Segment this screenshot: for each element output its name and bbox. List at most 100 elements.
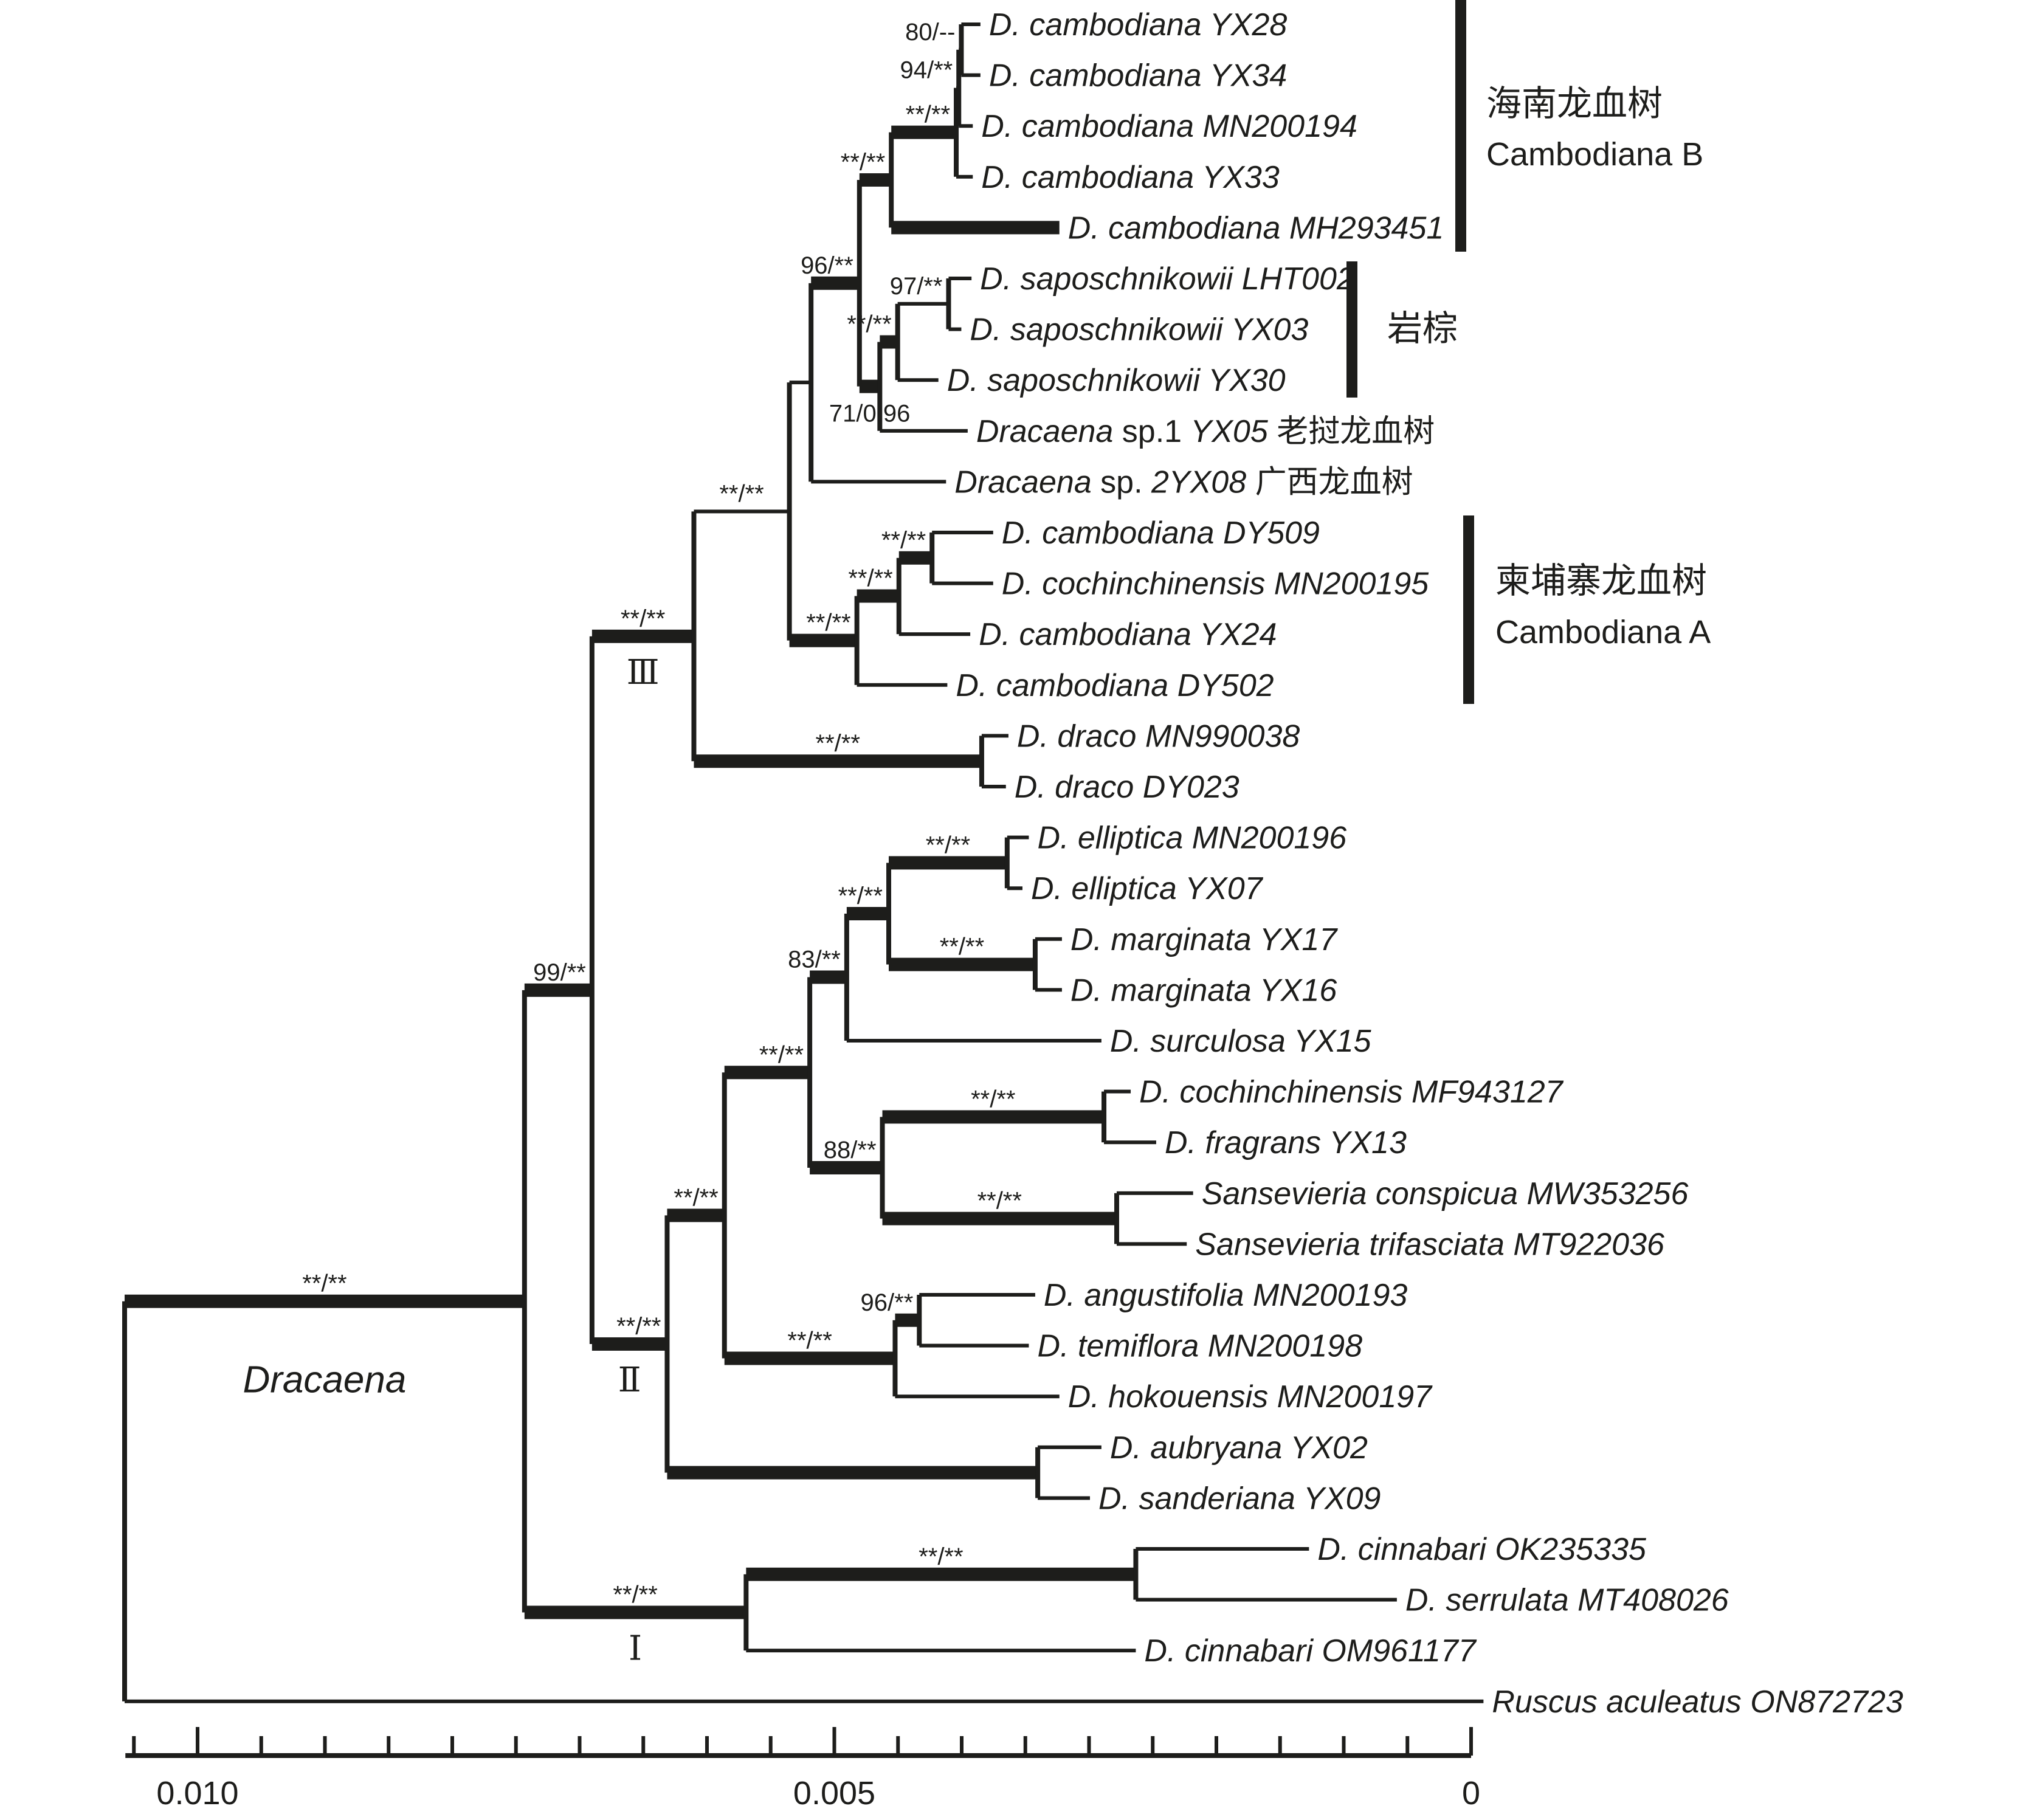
tree-connector bbox=[1101, 1091, 1107, 1143]
tree-branch bbox=[746, 1567, 1136, 1581]
support-label: **/** bbox=[881, 527, 926, 554]
tree-connector bbox=[946, 278, 951, 329]
tree-connector bbox=[979, 736, 984, 787]
clade-bracket-label: 柬埔寨龙血树 bbox=[1495, 560, 1707, 601]
scale-bar-minor-tick bbox=[323, 1736, 327, 1756]
scale-bar-minor-tick bbox=[1215, 1736, 1218, 1756]
tree-branch bbox=[932, 531, 993, 534]
tip-label: D. elliptica YX07 bbox=[1031, 871, 1264, 906]
tip-label: D. marginata YX17 bbox=[1070, 922, 1338, 957]
scale-bar-minor-tick bbox=[1023, 1736, 1027, 1756]
clade-bracket-bar bbox=[1455, 0, 1466, 252]
scale-bar-minor-tick bbox=[1342, 1736, 1346, 1756]
tree-branch bbox=[811, 480, 946, 484]
tree-connector bbox=[691, 511, 697, 762]
tree-branch bbox=[891, 221, 1060, 235]
tree-branch bbox=[948, 277, 972, 280]
scale-bar-minor-tick bbox=[1151, 1736, 1155, 1756]
support-label: **/** bbox=[906, 102, 950, 128]
genus-label: Dracaena bbox=[243, 1359, 407, 1401]
tree-connector bbox=[1035, 1447, 1041, 1498]
support-label: **/** bbox=[838, 883, 883, 909]
tree-branch bbox=[1035, 937, 1062, 941]
tree-branch bbox=[889, 957, 1035, 971]
clade-bracket-label: Cambodiana B bbox=[1486, 136, 1703, 173]
tip-label: D. cambodiana YX24 bbox=[979, 617, 1277, 652]
support-label: 99/** bbox=[533, 959, 586, 986]
support-label: 88/** bbox=[824, 1137, 877, 1163]
tree-connector bbox=[877, 342, 883, 431]
clade-number-label: Ⅰ bbox=[629, 1630, 642, 1668]
tree-branch bbox=[919, 1343, 1029, 1348]
tree-connector bbox=[895, 303, 900, 381]
tip-label: D. cambodiana YX34 bbox=[989, 58, 1287, 94]
tree-branch bbox=[961, 22, 981, 26]
scale-bar-major-tick bbox=[832, 1727, 836, 1756]
tree-branch bbox=[1104, 1089, 1131, 1094]
tree-branch bbox=[591, 1337, 667, 1351]
tree-connector bbox=[1114, 1193, 1120, 1244]
tip-label: D. cambodiana MH293451 bbox=[1068, 210, 1444, 246]
support-label: 94/** bbox=[900, 57, 953, 84]
tree-connector bbox=[929, 533, 935, 584]
tip-label: D. cochinchinensis MN200195 bbox=[1002, 567, 1429, 602]
scale-bar-minor-tick bbox=[450, 1736, 454, 1756]
scale-bar-minor-tick bbox=[768, 1736, 773, 1756]
tree-branch bbox=[891, 125, 957, 139]
tree-branch bbox=[857, 589, 899, 603]
tip-label: Ruscus aculeatus ON872723 bbox=[1492, 1684, 1903, 1720]
tip-label: Sansevieria conspicua MW353256 bbox=[1202, 1176, 1689, 1212]
support-label: **/** bbox=[674, 1184, 718, 1211]
tip-label: D. cambodiana DY509 bbox=[1002, 515, 1320, 551]
tip-label: D. aubryana YX02 bbox=[1110, 1430, 1368, 1466]
scale-bar-minor-tick bbox=[705, 1736, 709, 1756]
tree-branch bbox=[1038, 1445, 1101, 1449]
support-label: 71/0.96 bbox=[829, 401, 910, 427]
tree-branch bbox=[524, 983, 592, 997]
tree-connector bbox=[807, 977, 813, 1168]
tip-label: D. sanderiana YX09 bbox=[1098, 1481, 1381, 1516]
tree-branch bbox=[1136, 1547, 1309, 1551]
tip-label: D. cinnabari OM961177 bbox=[1144, 1633, 1477, 1669]
tree-branch bbox=[846, 907, 889, 920]
tree-connector bbox=[854, 596, 860, 685]
tree-branch bbox=[1117, 1242, 1187, 1246]
tree-branch bbox=[882, 1110, 1105, 1124]
scale-bar-minor-tick bbox=[387, 1736, 391, 1756]
tip-label: Dracaena sp. 2YX08 广西龙血树 bbox=[954, 464, 1413, 500]
tree-branch bbox=[667, 1466, 1038, 1480]
support-label: **/** bbox=[841, 149, 885, 176]
tip-label: D. draco MN990038 bbox=[1017, 719, 1300, 754]
scale-bar-major-tick bbox=[196, 1727, 199, 1756]
support-label: 80/-- bbox=[905, 19, 955, 46]
scale-bar-minor-tick bbox=[1405, 1736, 1410, 1756]
tree-branch bbox=[524, 1605, 746, 1619]
tree-branch bbox=[932, 581, 993, 585]
tree-branch bbox=[857, 683, 948, 687]
support-label: 96/** bbox=[861, 1289, 914, 1316]
tip-label: D. serrulata MT408026 bbox=[1405, 1583, 1729, 1618]
support-label: **/** bbox=[787, 1328, 832, 1354]
tree-branch bbox=[1007, 835, 1029, 839]
tree-branch bbox=[1007, 886, 1022, 891]
support-label: **/** bbox=[940, 934, 984, 960]
tree-connector bbox=[808, 283, 814, 482]
support-label: 83/** bbox=[788, 946, 841, 973]
tree-branch bbox=[961, 73, 981, 77]
tip-label: Dracaena sp.1 YX05 老挝龙血树 bbox=[976, 414, 1435, 449]
tree-branch bbox=[125, 1294, 525, 1308]
tree-connector bbox=[886, 863, 891, 965]
tree-branch bbox=[919, 1293, 1035, 1297]
tree-branch bbox=[882, 1212, 1117, 1225]
clade-bracket-label: Cambodiana A bbox=[1495, 614, 1711, 650]
scale-bar-minor-tick bbox=[577, 1736, 582, 1756]
support-label: **/** bbox=[621, 605, 665, 632]
tip-label: D. temiflora MN200198 bbox=[1037, 1329, 1362, 1364]
tree-branch bbox=[895, 1313, 920, 1327]
tree-branch bbox=[897, 302, 949, 306]
tree-branch bbox=[724, 1351, 895, 1365]
tree-branch bbox=[810, 1161, 883, 1174]
tree-branch bbox=[810, 970, 847, 984]
tree-connector bbox=[917, 1295, 922, 1346]
